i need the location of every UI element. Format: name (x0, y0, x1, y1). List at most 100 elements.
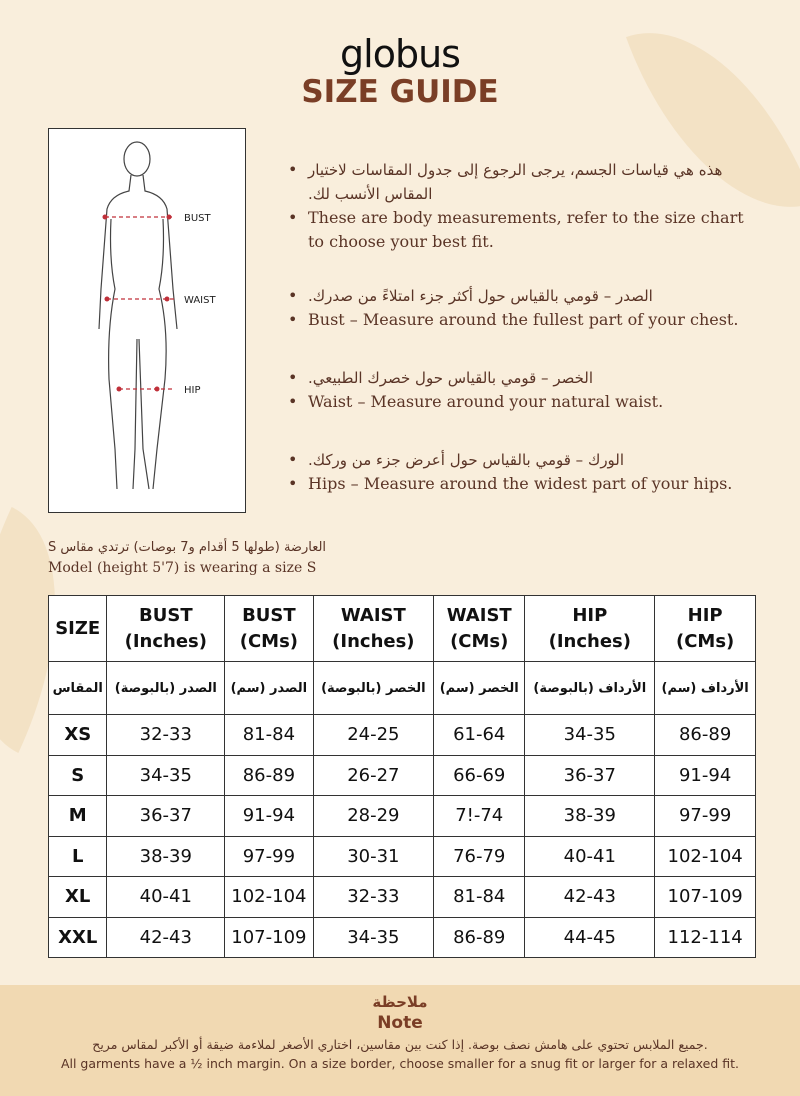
column-header-line: HIP (687, 604, 723, 626)
measurement-cell: 112-114 (654, 916, 756, 958)
measurement-cell: 7!-74 (433, 795, 526, 837)
column-header-line: WAIST (340, 604, 406, 626)
measurement-cell: 86-89 (224, 754, 314, 796)
column-header-line: (CMs) (675, 630, 735, 652)
column-header-ar: الأرداف (بالبوصة) (524, 661, 656, 715)
column-header-line: (Inches) (124, 630, 207, 652)
measurement-cell: 86-89 (433, 916, 526, 958)
measurement-cell: 91-94 (654, 754, 756, 796)
measurement-cell: 24-25 (312, 714, 435, 756)
note-text-ar: جميع الملابس تحتوي على هامش نصف بوصة. إذ… (92, 1037, 708, 1052)
model-info-en: Model (height 5'7) is wearing a size S (48, 560, 317, 576)
measurement-cell: 66-69 (433, 754, 526, 796)
brand-logo: globus (340, 32, 461, 76)
size-cell: XS (47, 714, 108, 756)
measurement-cell: 81-84 (224, 714, 314, 756)
column-header-ar: الأرداف (سم) (654, 661, 756, 715)
column-header-line: HIP (572, 604, 608, 626)
column-header: BUST (Inches) (106, 595, 226, 662)
column-header: WAIST (CMs) (433, 595, 526, 662)
measurement-cell: 97-99 (654, 795, 756, 837)
instruction-en: These are body measurements, refer to th… (308, 208, 744, 251)
waist-label: WAIST (184, 295, 216, 306)
size-table: SIZE BUST (Inches) BUST (CMs) WAIST (Inches) WA… (47, 595, 756, 958)
measurement-cell: 86-89 (654, 714, 756, 756)
measurement-cell: 32-33 (312, 876, 435, 918)
column-header-ar: الصدر (بالبوصة) (106, 661, 226, 715)
measurement-cell: 61-64 (433, 714, 526, 756)
measurement-cell: 102-104 (654, 835, 756, 877)
measurement-cell: 30-31 (312, 835, 435, 877)
column-header-line: (CMs) (239, 630, 299, 652)
column-header-line: BUST (242, 604, 296, 626)
measurement-cell: 34-35 (106, 754, 226, 796)
column-header-ar: الخصر (بالبوصة) (312, 661, 435, 715)
measurement-cell: 44-45 (524, 916, 656, 958)
measurement-cell: 34-35 (312, 916, 435, 958)
measurement-cell: 81-84 (433, 876, 526, 918)
measurement-cell: 36-37 (524, 754, 656, 796)
measurement-cell: 38-39 (106, 835, 226, 877)
measurement-cell: 42-43 (106, 916, 226, 958)
instruction-ar: الخصر – قومي بالقياس حول خصرك الطبيعي. (308, 369, 594, 387)
table-header-row-ar: المقاس الصدر (بالبوصة) الصدر (سم) الخصر (با… (47, 661, 756, 715)
table-row: M 36-37 91-94 28-29 7!-74 38-39 97-99 (47, 795, 756, 837)
measurement-cell: 42-43 (524, 876, 656, 918)
measurement-cell: 91-94 (224, 795, 314, 837)
column-header-line: (Inches) (332, 630, 415, 652)
instructions: • هذه هي قياسات الجسم، يرجى الرجوع إلى جد… (288, 158, 758, 530)
column-header-ar: الخصر (سم) (433, 661, 526, 715)
size-cell: XXL (47, 916, 108, 958)
column-header-line: BUST (139, 604, 193, 626)
column-header-ar: المقاس (47, 661, 108, 715)
measurement-cell: 36-37 (106, 795, 226, 837)
column-header-line: SIZE (55, 617, 101, 639)
table-row: S 34-35 86-89 26-27 66-69 36-37 91-94 (47, 754, 756, 796)
page-title: SIZE GUIDE (301, 74, 499, 110)
measurement-cell: 34-35 (524, 714, 656, 756)
table-row: XS 32-33 81-84 24-25 61-64 34-35 86-89 (47, 714, 756, 756)
measurement-cell: 107-109 (224, 916, 314, 958)
table-row: XL 40-41 102-104 32-33 81-84 42-43 107-109 (47, 876, 756, 918)
column-header: BUST (CMs) (224, 595, 314, 662)
size-cell: L (47, 835, 108, 877)
bust-label: BUST (184, 213, 212, 224)
column-header-line: (Inches) (548, 630, 631, 652)
table-row: XXL 42-43 107-109 34-35 86-89 44-45 112-114 (47, 916, 756, 958)
measurement-cell: 32-33 (106, 714, 226, 756)
measurement-cell: 38-39 (524, 795, 656, 837)
measurement-cell: 40-41 (106, 876, 226, 918)
note-title-ar: ملاحظة (372, 993, 428, 1011)
measurement-cell: 76-79 (433, 835, 526, 877)
column-header: HIP (CMs) (654, 595, 756, 662)
table-header-row: SIZE BUST (Inches) BUST (CMs) WAIST (Inches) WA… (47, 595, 756, 662)
instruction-ar: الصدر – قومي بالقياس حول أكثر جزء امتلاء… (308, 287, 653, 305)
instruction-ar: هذه هي قياسات الجسم، يرجى الرجوع إلى جدو… (308, 161, 723, 203)
measurement-cell: 28-29 (312, 795, 435, 837)
column-header-ar: الصدر (سم) (224, 661, 314, 715)
measurement-cell: 97-99 (224, 835, 314, 877)
body-figure: BUST WAIST HIP (48, 128, 246, 513)
hip-label: HIP (184, 385, 201, 396)
measurement-cell: 102-104 (224, 876, 314, 918)
size-cell: M (47, 795, 108, 837)
table-row: L 38-39 97-99 30-31 76-79 40-41 102-104 (47, 835, 756, 877)
instruction-en: Waist – Measure around your natural wais… (308, 392, 664, 411)
note-text: All garments have a ½ inch margin. On a … (60, 1056, 740, 1071)
note-section: ملاحظة Note جميع الملابس تحتوي على هامش … (0, 985, 800, 1096)
measurement-cell: 26-27 (312, 754, 435, 796)
measurement-cell: 40-41 (524, 835, 656, 877)
column-header-line: WAIST (446, 604, 512, 626)
measurement-cell: 107-109 (654, 876, 756, 918)
model-info-ar: العارضة (طولها 5 أقدام و7 بوصات) ترتدي م… (48, 540, 327, 555)
column-header: WAIST (Inches) (312, 595, 435, 662)
model-info: العارضة (طولها 5 أقدام و7 بوصات) ترتدي م… (48, 538, 326, 578)
column-header: SIZE (47, 595, 108, 662)
instruction-ar: الورك – قومي بالقياس حول أعرض جزء من ورك… (308, 451, 625, 469)
instruction-en: Bust – Measure around the fullest part o… (308, 310, 739, 329)
note-title: Note (377, 1013, 423, 1033)
column-header-line: (CMs) (450, 630, 509, 652)
instruction-en: Hips – Measure around the widest part of… (308, 474, 733, 493)
size-cell: XL (47, 876, 108, 918)
column-header: HIP (Inches) (524, 595, 656, 662)
